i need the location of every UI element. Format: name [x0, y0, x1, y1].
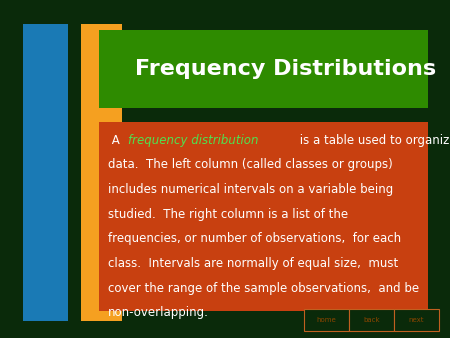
- Text: is a table used to organize: is a table used to organize: [297, 134, 450, 146]
- Text: A: A: [108, 134, 123, 146]
- FancyBboxPatch shape: [22, 24, 68, 321]
- Text: class.  Intervals are normally of equal size,  must: class. Intervals are normally of equal s…: [108, 257, 398, 270]
- FancyBboxPatch shape: [349, 309, 394, 331]
- FancyBboxPatch shape: [304, 309, 349, 331]
- FancyBboxPatch shape: [394, 309, 439, 331]
- Text: frequency distribution: frequency distribution: [128, 134, 258, 146]
- Text: next: next: [409, 317, 424, 323]
- Text: studied.  The right column is a list of the: studied. The right column is a list of t…: [108, 208, 348, 220]
- Text: non-overlapping.: non-overlapping.: [108, 306, 209, 319]
- Text: cover the range of the sample observations,  and be: cover the range of the sample observatio…: [108, 282, 419, 294]
- Text: frequencies, or number of observations,  for each: frequencies, or number of observations, …: [108, 232, 401, 245]
- Text: includes numerical intervals on a variable being: includes numerical intervals on a variab…: [108, 183, 393, 196]
- Text: Frequency Distributions: Frequency Distributions: [135, 59, 436, 79]
- FancyBboxPatch shape: [99, 122, 428, 311]
- FancyBboxPatch shape: [99, 30, 428, 108]
- Text: home: home: [316, 317, 336, 323]
- Text: back: back: [363, 317, 379, 323]
- FancyBboxPatch shape: [81, 24, 122, 321]
- Text: data.  The left column (called classes or groups): data. The left column (called classes or…: [108, 158, 393, 171]
